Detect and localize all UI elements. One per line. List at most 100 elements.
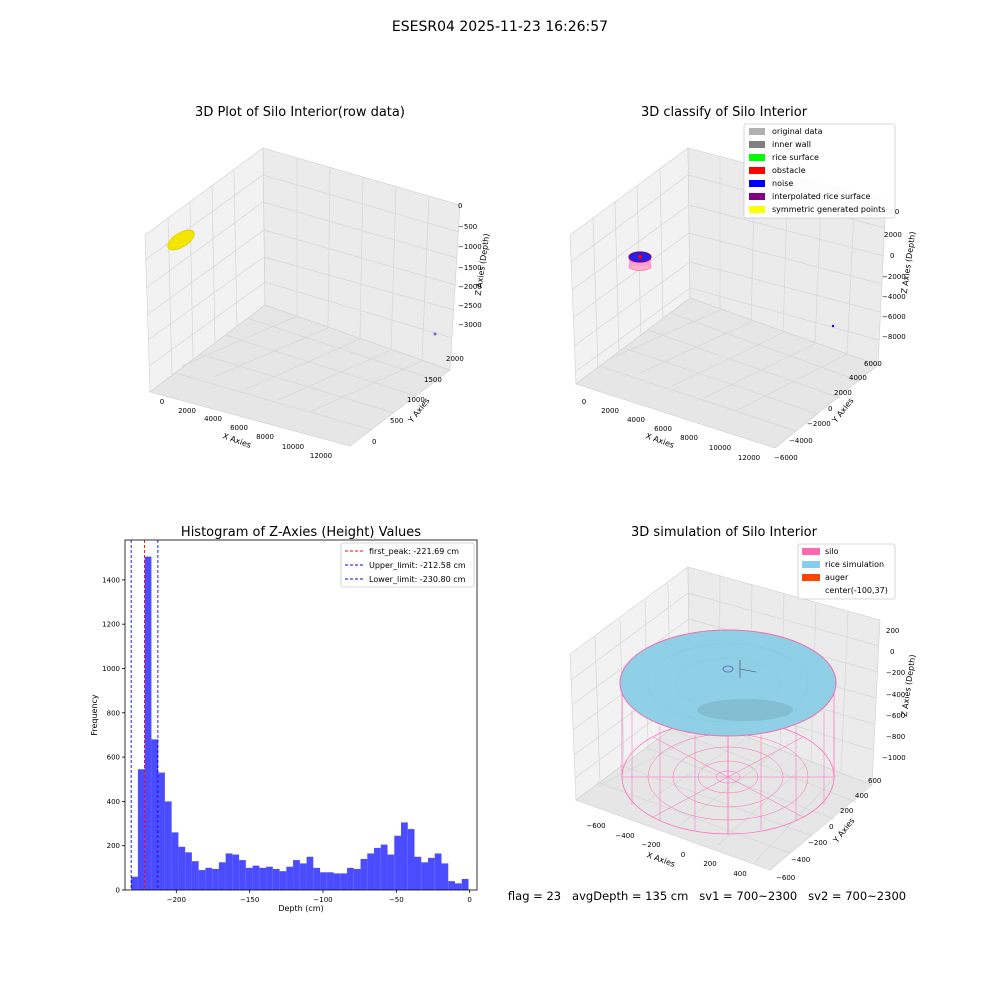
simulation-y-ticks: −600 −400 −200 0 200 400 600 [776,777,881,882]
raw-z-ticks: 0 −500 −1000 −1500 −2000 −2500 −3000 [458,202,482,329]
histogram-bar [279,871,287,890]
simulation-z-ticks: 200 0 −200 −400 −600 −800 −1000 [882,627,906,762]
histogram-bar [151,739,159,890]
svg-text:0: 0 [890,252,894,260]
histogram-bar [306,856,314,890]
histogram-bar [367,853,375,890]
svg-text:600: 600 [868,777,881,785]
svg-text:−500: −500 [458,223,477,231]
svg-text:−6000: −6000 [774,454,798,462]
histogram-bar [441,863,449,890]
histogram-bar [428,857,435,890]
y-tick-label: 1000 [102,665,120,673]
y-tick-label: 1400 [102,576,120,584]
x-tick-label: −200 [167,896,186,904]
classify-x-ticks: 0 2000 4000 6000 8000 10000 12000 [582,398,760,462]
raw-y-ticks: 0 500 1000 1500 2000 [372,355,464,446]
histogram-bar [461,878,469,890]
histogram-bar [252,865,260,890]
status-footer: flag = 23 avgDepth = 135 cm sv1 = 700~23… [508,889,906,903]
y-tick-label: 1200 [102,621,120,629]
figure-title: ESESR04 2025-11-23 16:26:57 [392,19,608,35]
silo-wireframe [621,684,835,835]
simulation-panel-title: 3D simulation of Silo Interior [631,525,818,540]
histogram-y-ticks: 0 200 400 600 800 1000 1200 1400 [102,576,125,895]
histogram-title: Histogram of Z-Axies (Height) Values [181,525,421,540]
svg-text:−800: −800 [886,733,905,741]
svg-text:6000: 6000 [230,424,248,432]
y-tick-label: 800 [107,709,120,717]
histogram-bar [387,854,395,890]
histogram-bar [455,883,462,890]
histogram-bar [286,866,294,890]
svg-text:0: 0 [458,202,462,210]
raw-grid [144,158,460,431]
classify-legend-item-inner-wall: inner wall [749,140,811,149]
legend-lower-limit: Lower_limit: -230.80 cm [345,575,466,584]
svg-text:−3000: −3000 [458,321,482,329]
simulation-y-axis-label: Y Axies [831,816,857,845]
svg-text:−4000: −4000 [789,437,813,445]
svg-text:auger: auger [825,573,849,582]
histogram-x-ticks: −200 −150 −100 −50 0 [167,890,472,904]
histogram-bar [293,860,300,890]
svg-text:−8000: −8000 [882,333,906,341]
svg-text:inner wall: inner wall [772,140,811,149]
histogram-bar [360,858,368,890]
svg-text:0: 0 [160,398,164,406]
histogram-bar [178,846,186,890]
x-tick-label: 0 [467,896,471,904]
classify-panel-title: 3D classify of Silo Interior [641,105,808,120]
svg-text:−2500: −2500 [458,302,482,310]
svg-text:400: 400 [733,870,746,878]
svg-text:12000: 12000 [310,452,332,460]
x-tick-label: −50 [389,896,404,904]
classify-legend: original data inner wall rice surface ob… [743,123,896,219]
histogram-bar [137,769,145,890]
histogram-bar [218,862,226,890]
histogram-bar [191,861,199,890]
histogram-bar [333,873,341,890]
y-tick-label: 200 [107,842,120,850]
histogram-bar [131,876,138,890]
svg-text:2000: 2000 [884,231,902,239]
svg-text:−400: −400 [791,856,810,864]
svg-text:400: 400 [855,792,868,800]
simulation-x-axis-label: X Axies [645,850,676,869]
histogram-bar [380,844,388,890]
classify-y-ticks: −6000 −4000 −2000 0 2000 4000 6000 [774,360,882,462]
svg-text:−4000: −4000 [882,293,906,301]
svg-text:−6000: −6000 [882,313,906,321]
classify-legend-item-original: original data [749,127,823,136]
histogram-bar [313,867,321,890]
histogram-bar [185,852,192,890]
simulation-legend-item-silo: silo [802,547,839,556]
histogram-bar [205,867,213,890]
svg-text:silo: silo [825,547,839,556]
svg-text:0: 0 [890,648,894,656]
classify-point-cloud [628,251,652,271]
y-tick-label: 400 [107,798,120,806]
svg-text:original data: original data [772,127,823,136]
histogram-bar [434,853,442,890]
simulation-legend-item-center: center(-100,37) [825,586,888,595]
simulation-legend: silo rice simulation auger center(-100,3… [797,543,896,600]
svg-text:2000: 2000 [178,407,196,415]
histogram-bar [158,772,165,890]
svg-text:−2000: −2000 [458,283,482,291]
svg-text:−1500: −1500 [458,264,482,272]
histogram-bar [239,860,246,890]
x-tick-label: −100 [313,896,332,904]
svg-text:12000: 12000 [738,454,760,462]
histogram-bar [394,835,402,890]
histogram-x-axis-label: Depth (cm) [278,904,323,913]
svg-text:2000: 2000 [446,355,464,363]
histogram-bars [131,556,469,890]
histogram-bar [259,867,267,890]
svg-text:rice surface: rice surface [772,153,819,162]
svg-text:−200: −200 [808,839,827,847]
histogram-bar [407,829,415,890]
raw-noise-point [433,332,437,336]
svg-text:−2000: −2000 [807,420,831,428]
